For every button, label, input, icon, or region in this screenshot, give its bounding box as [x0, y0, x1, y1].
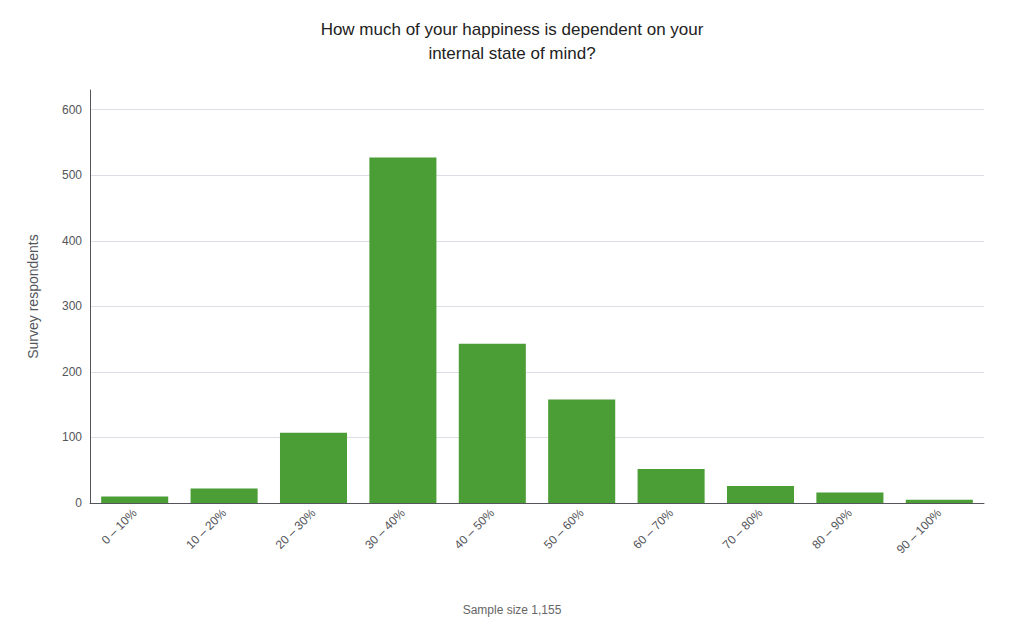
svg-text:200: 200 — [62, 365, 82, 379]
svg-text:50 – 60%: 50 – 60% — [541, 506, 587, 552]
svg-text:40 – 50%: 40 – 50% — [452, 506, 498, 552]
svg-text:How much of your happiness is: How much of your happiness is dependent … — [321, 20, 704, 39]
svg-text:0 – 10%: 0 – 10% — [99, 506, 140, 547]
svg-text:10 – 20%: 10 – 20% — [183, 506, 229, 552]
svg-text:Survey respondents: Survey respondents — [25, 234, 41, 359]
svg-text:internal state of mind?: internal state of mind? — [428, 44, 595, 63]
svg-text:70 – 80%: 70 – 80% — [720, 506, 766, 552]
svg-text:300: 300 — [62, 299, 82, 313]
svg-text:100: 100 — [62, 430, 82, 444]
svg-text:0: 0 — [75, 496, 82, 510]
svg-text:60 – 70%: 60 – 70% — [630, 506, 676, 552]
svg-text:20 – 30%: 20 – 30% — [273, 506, 319, 552]
svg-text:400: 400 — [62, 234, 82, 248]
svg-text:30 – 40%: 30 – 40% — [362, 506, 408, 552]
svg-text:600: 600 — [62, 103, 82, 117]
svg-text:Sample size 1,155: Sample size 1,155 — [463, 603, 562, 617]
svg-text:80 – 90%: 80 – 90% — [809, 506, 855, 552]
svg-text:500: 500 — [62, 168, 82, 182]
svg-text:90 – 100%: 90 – 100% — [894, 506, 945, 557]
